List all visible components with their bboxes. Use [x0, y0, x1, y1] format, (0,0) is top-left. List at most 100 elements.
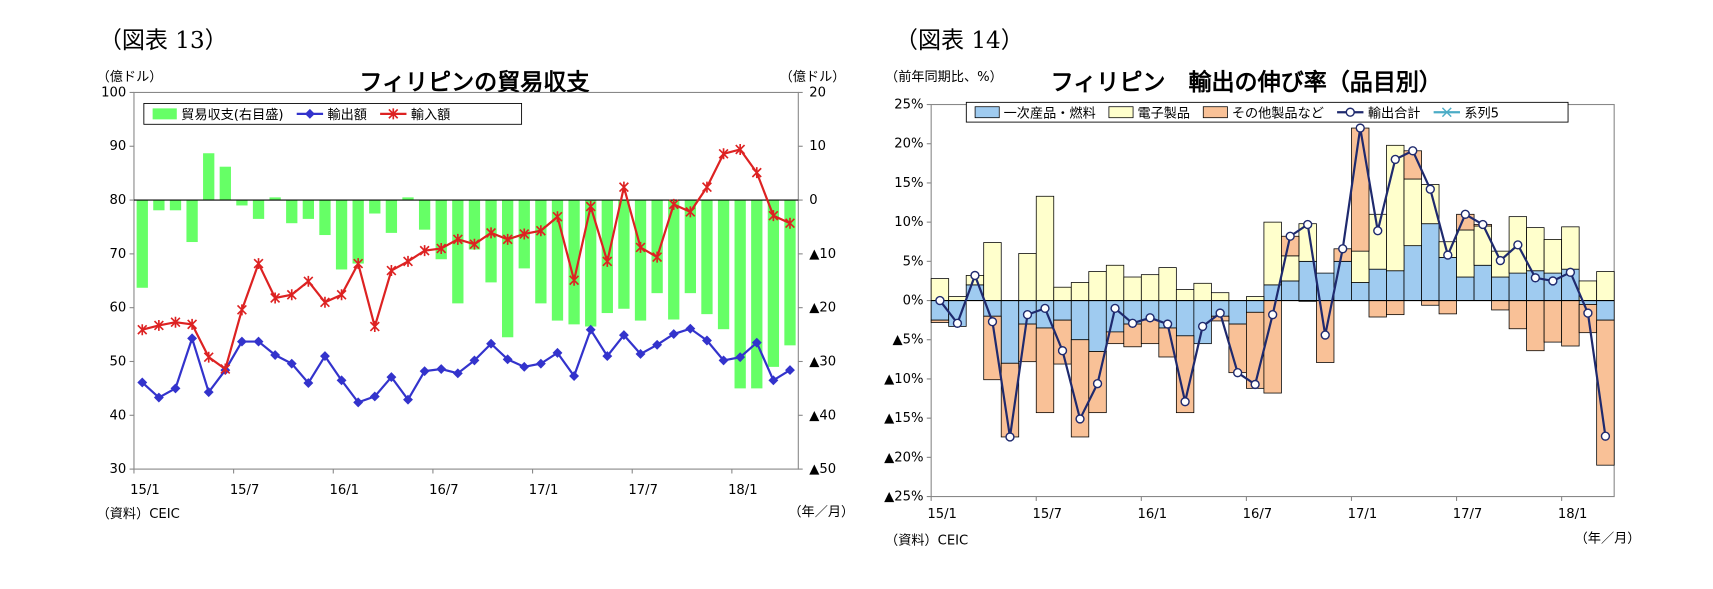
bar	[1158, 267, 1177, 301]
bar	[948, 296, 967, 301]
y-tick-label: ▲25%	[884, 490, 923, 505]
bar	[1386, 144, 1405, 272]
marker	[386, 372, 397, 383]
bar	[1246, 300, 1265, 313]
bar	[468, 200, 481, 250]
bar	[1438, 257, 1457, 301]
x-tick-label: 15/7	[230, 483, 260, 498]
bar	[1351, 250, 1370, 283]
y-tick-label: ▲20%	[884, 450, 923, 465]
marker	[1057, 346, 1068, 356]
marker	[1425, 184, 1435, 194]
bar	[153, 200, 165, 211]
bar	[1368, 213, 1387, 270]
y-tick-label: 0%	[903, 294, 924, 309]
marker	[187, 318, 198, 330]
marker	[1127, 318, 1138, 328]
marker	[502, 233, 513, 245]
marker	[170, 383, 181, 394]
bar	[1070, 282, 1090, 301]
y-tick-label: 25%	[894, 98, 923, 113]
marker	[1285, 231, 1295, 241]
marker	[270, 292, 281, 304]
bar	[1473, 225, 1492, 266]
bar	[1035, 327, 1055, 414]
y2-tick-label: ▲20	[809, 301, 836, 316]
marker	[935, 295, 945, 306]
marker	[1373, 226, 1383, 236]
marker	[170, 316, 181, 328]
marker	[1495, 255, 1506, 266]
marker	[153, 392, 164, 403]
bar	[684, 200, 696, 294]
bar	[1018, 253, 1037, 301]
y2-tick-label: ▲40	[809, 408, 836, 423]
chart-title: フィリピンの貿易収支	[359, 70, 590, 96]
marker	[1548, 276, 1558, 286]
bar	[1210, 292, 1230, 301]
bar	[1175, 289, 1195, 301]
bar	[1088, 271, 1107, 301]
marker	[1565, 267, 1576, 277]
bar	[1561, 226, 1580, 270]
marker	[952, 318, 963, 328]
marker	[535, 358, 546, 369]
marker	[436, 243, 447, 254]
bar	[568, 200, 580, 325]
bar	[1175, 300, 1195, 337]
bar	[1053, 286, 1072, 301]
bar	[335, 200, 348, 270]
bar	[1438, 300, 1457, 315]
legend-label: その他製品など	[1232, 105, 1324, 121]
marker	[388, 108, 399, 120]
marker	[486, 227, 497, 239]
legend-label: 輸入額	[411, 107, 450, 123]
marker	[751, 167, 762, 179]
marker	[668, 329, 679, 339]
marker	[1162, 319, 1173, 329]
bar	[1053, 300, 1072, 321]
marker	[1408, 146, 1418, 156]
marker	[1250, 379, 1260, 390]
marker	[552, 347, 563, 358]
y-tick-label: 100	[101, 85, 126, 100]
bar	[1456, 229, 1475, 278]
x-tick-label: 16/7	[429, 483, 459, 498]
bar	[1491, 276, 1510, 301]
legend-swatch	[1202, 106, 1228, 119]
marker	[153, 319, 164, 331]
marker	[1441, 107, 1453, 118]
legend-swatch	[974, 106, 1000, 119]
y-tick-label: 5%	[903, 254, 924, 269]
bar	[186, 200, 198, 243]
bar	[236, 200, 248, 206]
marker	[768, 375, 779, 386]
marker	[701, 181, 712, 193]
bar	[751, 200, 763, 389]
bar	[402, 197, 414, 201]
marker	[785, 365, 795, 376]
bar	[219, 166, 231, 201]
bar	[1543, 300, 1563, 343]
marker	[1478, 219, 1488, 230]
marker	[1583, 308, 1593, 318]
marker	[1145, 313, 1155, 323]
bar	[701, 200, 713, 315]
y2-tick-label: ▲50	[809, 462, 836, 477]
marker	[1460, 209, 1470, 219]
bar	[252, 200, 265, 219]
marker	[1345, 107, 1355, 117]
marker	[1320, 330, 1330, 340]
bar	[1053, 319, 1072, 365]
legend-swatch	[152, 108, 177, 120]
y-tick-label: 90	[110, 139, 127, 154]
marker	[187, 333, 198, 344]
bar	[435, 200, 447, 260]
marker	[1215, 308, 1225, 318]
marker	[452, 368, 463, 379]
marker	[369, 321, 380, 332]
marker	[353, 397, 364, 408]
marker	[685, 206, 696, 218]
marker	[469, 355, 480, 366]
legend-label: 一次産品・燃料	[1004, 104, 1096, 121]
